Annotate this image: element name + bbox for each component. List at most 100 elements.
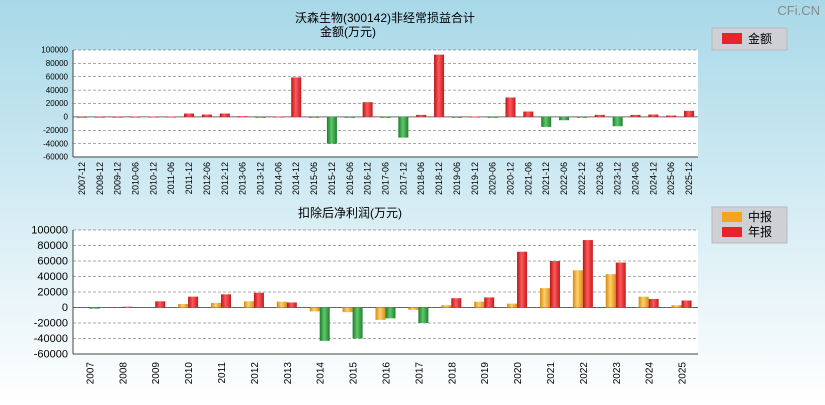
bar-amount <box>326 116 337 144</box>
bar-interim <box>638 296 649 308</box>
bar-interim <box>276 301 287 308</box>
y-tick-label: 0 <box>62 302 68 314</box>
bar-amount <box>76 116 87 118</box>
x-tick-label: 2020-06 <box>488 162 498 195</box>
bar-amount <box>94 116 105 118</box>
x-tick-label: 2013 <box>283 362 294 385</box>
bar-annual <box>615 262 626 308</box>
x-tick-label: 2010-12 <box>148 162 158 195</box>
x-tick-label: 2015 <box>349 362 360 385</box>
bar-annual <box>188 296 199 308</box>
x-tick-label: 2015-12 <box>327 162 337 195</box>
x-tick-label: 2011-12 <box>184 162 194 194</box>
chart2-legend-label-annual: 年报 <box>748 224 772 239</box>
bar-amount <box>648 114 659 117</box>
bar-amount <box>594 114 605 117</box>
x-tick-label: 2025-12 <box>684 162 694 195</box>
bar-annual <box>352 307 363 339</box>
chart2-legend: 中报 年报 <box>711 206 788 244</box>
bar-annual <box>648 298 659 308</box>
bar-annual <box>155 301 166 308</box>
chart1-grid <box>72 49 698 158</box>
chart1-x-ticks: 2007-12 2008-12 2009-12 2010-06 2010-12 2011-… <box>77 162 694 195</box>
bar-amount <box>630 114 641 117</box>
bar-amount <box>148 116 159 118</box>
y-tick-label: -20000 <box>34 318 68 330</box>
bar-interim <box>243 301 254 308</box>
bar-interim <box>342 307 353 313</box>
bar-amount <box>219 113 230 117</box>
y-tick-label: 60000 <box>46 72 69 81</box>
x-tick-label: 2025-06 <box>666 162 676 195</box>
bar-interim <box>441 305 452 308</box>
x-tick-label: 2007 <box>85 362 96 385</box>
x-tick-label: 2019-06 <box>452 162 462 195</box>
y-tick-label: 40000 <box>46 86 69 95</box>
y-tick-label: -20000 <box>43 126 68 135</box>
x-tick-label: 2010 <box>184 362 195 385</box>
bar-interim <box>211 302 222 308</box>
x-tick-label: 2007-12 <box>77 162 87 195</box>
x-tick-label: 2019 <box>480 362 491 385</box>
y-tick-label: -40000 <box>43 139 68 148</box>
bar-amount <box>130 116 141 118</box>
chart1-legend-label-amount: 金额 <box>748 31 772 46</box>
x-tick-label: 2023-06 <box>595 162 605 195</box>
bar-amount <box>184 113 195 117</box>
bar-annual <box>319 307 330 341</box>
bar-annual <box>286 302 297 308</box>
x-tick-label: 2018-06 <box>416 162 426 195</box>
x-tick-label: 2017 <box>414 362 425 385</box>
bar-annual <box>385 307 396 319</box>
x-tick-label: 2016-06 <box>345 162 355 195</box>
x-tick-label: 2020 <box>513 362 524 385</box>
bar-amount <box>344 116 355 118</box>
chart1-bars <box>76 54 695 144</box>
y-tick-label: 0 <box>64 113 69 122</box>
bar-amount <box>469 116 480 118</box>
bar-amount <box>612 116 623 127</box>
bar-annual <box>418 307 429 323</box>
x-tick-label: 2024 <box>645 362 656 385</box>
bar-annual <box>549 261 560 308</box>
bar-interim <box>474 301 485 308</box>
bar-amount <box>487 116 498 118</box>
y-tick-label: -40000 <box>34 333 68 345</box>
bar-amount <box>255 116 266 118</box>
bar-interim <box>572 270 583 308</box>
bar-amount <box>166 116 177 118</box>
x-tick-label: 2018-12 <box>434 162 444 195</box>
x-tick-label: 2023-12 <box>613 162 623 195</box>
x-tick-label: 2012-06 <box>202 162 212 195</box>
x-tick-label: 2009 <box>151 362 162 385</box>
bar-annual <box>89 307 100 309</box>
chart1-y-ticks: 100000 80000 60000 40000 20000 0 -20000 -40000 -… <box>41 46 68 162</box>
x-tick-label: 2016 <box>382 362 393 385</box>
bar-amount <box>541 116 552 127</box>
x-tick-label: 2019-12 <box>470 162 480 195</box>
x-tick-label: 2022-12 <box>577 162 587 195</box>
bar-amount <box>576 116 587 118</box>
watermark: CFi.CN <box>777 3 820 18</box>
bar-interim <box>671 305 682 308</box>
y-tick-label: 80000 <box>37 240 68 252</box>
y-tick-label: 20000 <box>46 99 69 108</box>
y-tick-label: 20000 <box>37 287 68 299</box>
bar-interim <box>408 307 419 310</box>
chart2-bars <box>89 240 692 341</box>
bar-amount <box>523 111 534 117</box>
x-tick-label: 2013-12 <box>256 162 266 195</box>
bar-interim <box>507 303 518 308</box>
x-tick-label: 2021-12 <box>541 162 551 195</box>
y-tick-label: 80000 <box>46 59 69 68</box>
bar-amount <box>684 110 695 117</box>
bar-amount <box>112 116 123 118</box>
x-tick-label: 2012 <box>250 362 261 385</box>
bar-amount <box>416 114 427 117</box>
bar-amount <box>309 116 320 118</box>
bar-interim <box>539 288 550 308</box>
x-tick-label: 2008-12 <box>95 162 105 195</box>
x-tick-label: 2014 <box>316 362 327 385</box>
y-tick-label: 100000 <box>31 225 68 237</box>
